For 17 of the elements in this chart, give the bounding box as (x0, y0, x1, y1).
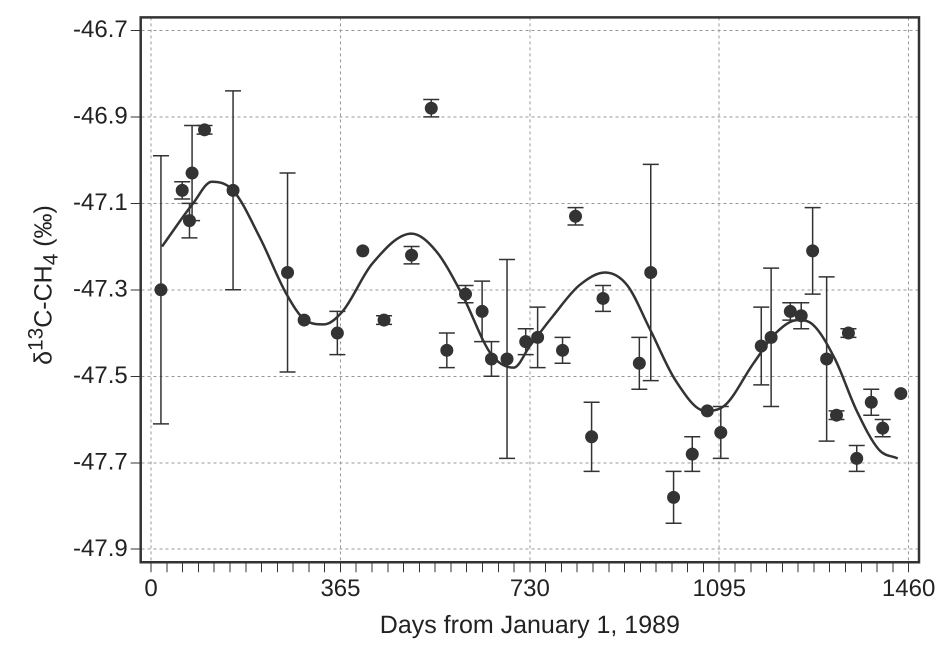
y-tick-label: -47.3 (73, 275, 128, 302)
point (298, 314, 311, 327)
y-tick-label: -46.7 (73, 16, 128, 43)
y-tick-label: -47.5 (73, 362, 128, 389)
y-tick-label: -47.1 (73, 188, 128, 216)
x-axis-title: Days from January 1, 1989 (380, 610, 680, 639)
y-tick-label: -46.9 (73, 102, 128, 130)
point (700, 404, 714, 418)
point (894, 387, 908, 400)
x-tick-label: 1095 (692, 575, 746, 602)
x-tick-label: 1460 (882, 575, 936, 602)
x-tick-label: 730 (510, 575, 550, 602)
point (356, 244, 370, 258)
y-tick-label: -47.7 (73, 448, 128, 476)
x-tick-label: 0 (144, 575, 158, 602)
x-tick-label: 365 (320, 575, 360, 602)
y-tick-label: -47.9 (73, 534, 128, 562)
